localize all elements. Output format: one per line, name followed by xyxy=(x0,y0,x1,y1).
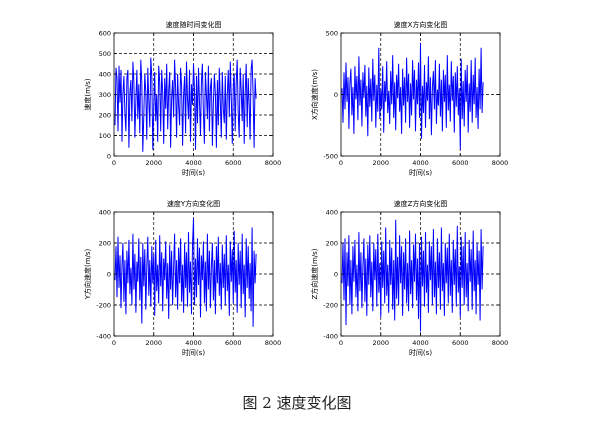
x-tick-label: 2000 xyxy=(145,339,162,347)
x-tick-label: 4000 xyxy=(412,159,429,167)
y-tick-label: 200 xyxy=(99,112,111,120)
series-line xyxy=(114,57,257,152)
chart-panel-4: 0 2000 4000 6000 8000 -400 -200 0 200 400 速度Z方向变化图… xyxy=(310,199,508,357)
y-tick-label: 200 xyxy=(326,240,338,248)
chart-panel-1: 0 2000 4000 6000 8000 0 100 200 300 400 500 600 速度随时… xyxy=(83,20,281,177)
series-line xyxy=(341,219,484,332)
x-tick-label: 0 xyxy=(339,159,343,167)
series-line xyxy=(341,42,484,150)
y-axis-label: Z方向速度(m/s) xyxy=(310,248,319,299)
y-tick-label: 300 xyxy=(99,91,111,99)
y-tick-label: 0 xyxy=(334,91,338,99)
y-tick-label: 0 xyxy=(107,153,111,161)
x-tick-label: 4000 xyxy=(185,339,202,347)
x-tick-label: 6000 xyxy=(452,339,469,347)
y-tick-label: -500 xyxy=(323,153,338,161)
y-tick-label: -400 xyxy=(323,333,338,341)
chart-title: 速度X方向变化图 xyxy=(394,20,448,29)
chart-title: 速度Z方向变化图 xyxy=(394,199,448,208)
y-tick-label: 400 xyxy=(326,209,338,217)
y-tick-label: 500 xyxy=(326,30,338,38)
x-tick-label: 4000 xyxy=(412,339,429,347)
y-tick-label: 400 xyxy=(99,71,111,79)
y-axis-label: 速度(m/s) xyxy=(83,78,92,111)
x-tick-label: 8000 xyxy=(265,159,282,167)
y-tick-label: -400 xyxy=(96,333,111,341)
x-tick-label: 8000 xyxy=(265,339,282,347)
x-tick-label: 6000 xyxy=(225,159,242,167)
x-axis-label: 时间(s) xyxy=(409,348,432,357)
x-axis-label: 时间(s) xyxy=(182,168,205,177)
x-tick-label: 8000 xyxy=(492,159,509,167)
y-tick-label: 0 xyxy=(334,271,338,279)
y-tick-label: -200 xyxy=(96,302,111,310)
x-tick-label: 0 xyxy=(339,339,343,347)
x-tick-label: 4000 xyxy=(185,159,202,167)
x-axis-label: 时间(s) xyxy=(182,348,205,357)
x-tick-label: 6000 xyxy=(225,339,242,347)
y-tick-label: 200 xyxy=(99,240,111,248)
y-tick-label: 500 xyxy=(99,50,111,58)
chart-panel-2: 0 2000 4000 6000 8000-5000500速度X方向变化图时间(s)X方… xyxy=(310,20,508,177)
figure-caption: 图 2 速度变化图 xyxy=(242,394,352,412)
x-tick-label: 6000 xyxy=(452,159,469,167)
x-tick-label: 0 xyxy=(112,339,116,347)
series-line xyxy=(114,218,257,327)
chart-title: 速度随时间变化图 xyxy=(166,20,222,29)
y-tick-label: 0 xyxy=(107,271,111,279)
y-tick-label: 600 xyxy=(99,30,111,38)
y-tick-label: -200 xyxy=(323,302,338,310)
chart-panel-3: 0 2000 4000 6000 8000 -400 -200 0 200 400 速度Y方向变化图… xyxy=(83,199,281,357)
chart-title: 速度Y方向变化图 xyxy=(167,199,220,208)
y-axis-label: Y方向速度(m/s) xyxy=(83,248,92,300)
x-tick-label: 2000 xyxy=(372,159,389,167)
y-axis-label: X方向速度(m/s) xyxy=(310,69,319,120)
x-tick-label: 8000 xyxy=(492,339,509,347)
x-axis-label: 时间(s) xyxy=(409,168,432,177)
x-tick-label: 0 xyxy=(112,159,116,167)
x-tick-label: 2000 xyxy=(372,339,389,347)
y-tick-label: 100 xyxy=(99,132,111,140)
y-tick-label: 400 xyxy=(99,209,111,217)
x-tick-label: 2000 xyxy=(145,159,162,167)
